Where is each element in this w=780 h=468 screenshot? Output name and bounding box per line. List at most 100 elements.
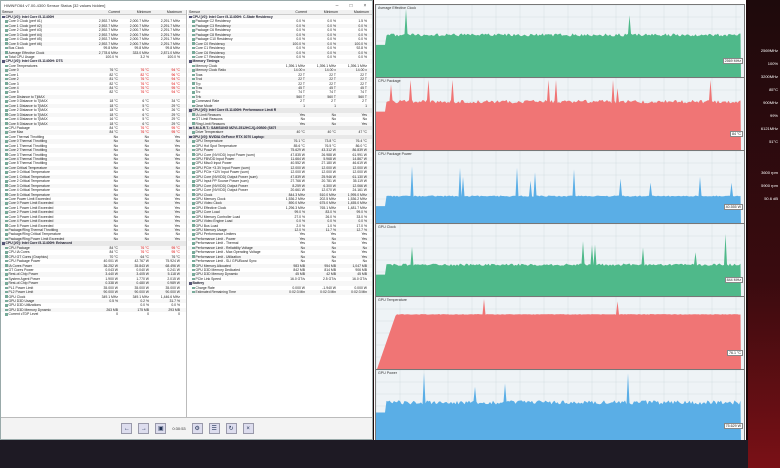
- sensor-row[interactable]: Memory Clock Ratio 14.00 x 14.00 x 14.00 x: [188, 68, 372, 73]
- sensor-row[interactable]: Core 5 Power Limit Exceeded No No Yes: [1, 224, 186, 228]
- sensor-row[interactable]: Core 0 Critical Temperature No No No: [1, 170, 186, 174]
- sensor-row[interactable]: Core 2 Critical Temperature No No No: [1, 179, 186, 183]
- sensor-row[interactable]: GPU Memory Controller Load 27.0 % 26.0 % 33…: [188, 215, 372, 219]
- sensor-row[interactable]: Bus Clock 99.8 MHz 99.8 MHz 99.8 MHz: [1, 46, 186, 50]
- sensor-row[interactable]: Tras 45 T 45 T 45 T: [188, 86, 372, 91]
- sensor-row[interactable]: Core 0 Distance to TjMAX 18 °C 6 °C 34 °C: [1, 99, 186, 103]
- sensor-group-row[interactable]: CPU [#0]: Intel Core i5-11400H: Enhanced: [1, 241, 186, 246]
- sensor-group-row[interactable]: GPU [#0]: NVIDIA GeForce RTX 3070 Laptop…: [188, 134, 372, 140]
- sensor-row[interactable]: PL2 Power Limit 90.000 W 90.000 W 90.000 W: [1, 290, 186, 295]
- sensor-group-row[interactable]: Memory Timings: [188, 59, 372, 64]
- sensor-row[interactable]: Ring Limit Reasons Yes No Yes: [188, 121, 372, 126]
- sensor-group-row[interactable]: S.M.A.R.T.: SAMSUNG MZVL2512HCJQ-00B00 (…: [188, 125, 372, 131]
- sensor-row[interactable]: Performance Limit - Max Operating Voltag…: [188, 250, 372, 254]
- back-button[interactable]: ←: [121, 423, 133, 434]
- sensor-row[interactable]: GPU D3D Usage 0.5 % 0.2 % 31.7 %: [1, 299, 186, 304]
- sensor-row[interactable]: Core Max 84 °C 76 °C 95 °C: [1, 130, 186, 135]
- sensor-row[interactable]: Core Temperatures: [1, 64, 186, 68]
- sensor-group-row[interactable]: Battery: [188, 281, 372, 286]
- sensor-row[interactable]: CPU Package 84 °C 76 °C 95 °C: [1, 126, 186, 130]
- sensor-row[interactable]: Performance Limit - Power Yes No Yes: [188, 236, 372, 242]
- header-maximum[interactable]: Maximum: [353, 10, 369, 14]
- sensor-row[interactable]: Core 5 Critical Temperature No No No: [1, 192, 186, 197]
- sensor-row[interactable]: Core 3 Distance to TjMAX 18 °C 6 °C 29 °C: [1, 112, 186, 118]
- sensor-row[interactable]: Core 4 84 °C 76 °C 95 °C: [1, 86, 186, 91]
- header-sensor[interactable]: Sensor: [189, 10, 201, 14]
- sensor-row[interactable]: Core 5 Clock (perf #6) 2,592.7 MHz 2,000.7…: [1, 41, 186, 47]
- sensor-row[interactable]: GT Limit Reasons No No No: [188, 117, 372, 121]
- sensor-row[interactable]: Package C6 Residency 0.0 % 0.0 % 0.0 %: [188, 28, 372, 32]
- sensor-row[interactable]: GPU Core (NVVDD) Input Power (sum) 47.835…: [188, 153, 372, 157]
- sensor-row[interactable]: Trfc 560 T 560 T 560 T: [188, 94, 372, 100]
- sensor-row[interactable]: Core Critical Temperature No No No: [1, 165, 186, 171]
- sensor-row[interactable]: Core 4 Clock (perf #5) 2,592.7 MHz 2,000.7…: [1, 37, 186, 41]
- sensor-row[interactable]: Core 3 Clock (perf #4) 2,592.7 MHz 2,000.7…: [1, 32, 186, 38]
- sensor-row[interactable]: Performance Limit - Thermal Yes No Yes: [188, 241, 372, 245]
- sensor-row[interactable]: Trc 74 T 74 T 74 T: [188, 90, 372, 94]
- sensor-row[interactable]: System Agent Power 1.900 W 1.770 W 2.015 W: [1, 277, 186, 281]
- graph-gpu-power[interactable]: GPU Power 75.629 W: [375, 369, 745, 444]
- sensor-group-row[interactable]: CPU [#0]: Intel Core i5-11400H: Performa…: [188, 108, 372, 113]
- sensor-row[interactable]: Rest-of-Chip Power 0.338 W 0.480 W 0.989 W: [1, 281, 186, 286]
- sensor-row[interactable]: Gear Mode 1 1 1: [188, 103, 372, 109]
- sensor-row[interactable]: GPU Clock 349.1 MHz 349.1 MHz 1,446.6 MHz: [1, 295, 186, 299]
- sensor-row[interactable]: Total CPU Usage 100.0 % 3.2 % 100.0 %: [1, 55, 186, 59]
- sensor-group-row[interactable]: CPU [#0]: Intel Core i5-11400H: DTS: [1, 59, 186, 64]
- minimize-icon[interactable]: –: [335, 2, 339, 9]
- sensor-row[interactable]: Core 4 Critical Temperature No No No: [1, 188, 186, 192]
- sensor-row[interactable]: Package/Ring Critical Temperature No No No: [1, 232, 186, 236]
- sensor-row[interactable]: GPU Memory Usage 12.0 % 11.7 % 12.7 %: [188, 228, 372, 233]
- sensor-group-row[interactable]: CPU [#0]: Intel Core i5-11400H: C-State …: [188, 15, 372, 20]
- sensor-row[interactable]: Core 2 Clock (perf #3) 2,592.7 MHz 2,000.7…: [1, 28, 186, 32]
- sensor-row[interactable]: Performance Limit - SLI GPUBoost Sync No N…: [188, 259, 372, 263]
- settings-button[interactable]: ⚙: [191, 423, 203, 434]
- sensor-row[interactable]: PL1 Power Limit 35.000 W 35.000 W 35.000 W: [1, 286, 186, 290]
- sensor-row[interactable]: Core 5 Thermal Throttling No No No: [1, 161, 186, 165]
- sensor-row[interactable]: GPU Core (NVVDD) Output Power 20.661 W 12.…: [188, 188, 372, 192]
- graph-cpu-package-power[interactable]: CPU Package Power 40.555 W: [375, 150, 745, 225]
- sensor-group-row[interactable]: CPU [#0]: Intel Core i5-11400H: [1, 15, 186, 20]
- sensor-row[interactable]: Core 3 82 °C 76 °C 94 °C: [1, 82, 186, 86]
- sensor-row[interactable]: Core 2 81 °C 76 °C 94 °C: [1, 77, 186, 82]
- header-current[interactable]: Current: [295, 10, 307, 14]
- sensor-row[interactable]: CPU Package Power 40.001 W 42.767 W 75.924 …: [1, 259, 186, 263]
- sensor-row[interactable]: Package C3 Residency 0.0 % 0.0 % 0.0 %: [188, 23, 372, 29]
- sensor-row[interactable]: Core C7 Residency 0.0 % 0.0 % 0.0 %: [188, 55, 372, 59]
- sensor-row[interactable]: Performance Limit - Reliability Voltage N…: [188, 245, 372, 251]
- sensor-row[interactable]: Core 0 Clock (perf #1) 2,592.7 MHz 2,000.7…: [1, 19, 186, 23]
- sensor-row[interactable]: GPU D3D Memory Dynamic 45 MB 42 MB 45 MB: [188, 272, 372, 277]
- sensor-row[interactable]: GPU Power 75.629 W 43.312 W 86.839 W: [188, 148, 372, 153]
- sensor-row[interactable]: Performance Limit - Utilization No No Yes: [188, 254, 372, 260]
- sensor-row[interactable]: Memory Clock 1,396.1 MHz 1,396.1 MHz 1,396.…: [188, 64, 372, 68]
- sensor-row[interactable]: Core 1 Critical Temperature No No No: [1, 174, 186, 180]
- sensor-row[interactable]: GPU Performance Limiters Yes Yes Yes: [188, 232, 372, 236]
- sensor-row[interactable]: GPU D3D Memory Dynamic 263 MB 175 MB 293 MB: [1, 307, 186, 313]
- maximize-icon[interactable]: □: [349, 2, 353, 9]
- sensor-row[interactable]: Drive Temperature 40 °C 40 °C 47 °C: [188, 130, 372, 135]
- network-icon[interactable]: ▣: [155, 423, 167, 434]
- sensor-row[interactable]: GPU Temperature 76.1 °C 73.8 °C 76.4 °C: [188, 139, 372, 144]
- sensor-row[interactable]: Core Distance to TjMAX: [1, 94, 186, 100]
- graph-gpu-clock[interactable]: GPU Clock 844 MHz: [375, 223, 745, 298]
- sensor-row[interactable]: Core 2 Thermal Throttling No No No: [1, 148, 186, 153]
- sensor-row[interactable]: Core 4 Power Limit Exceeded No No Yes: [1, 219, 186, 224]
- sensor-row[interactable]: Trcd 22 T 22 T 22 T: [188, 77, 372, 82]
- sensor-row[interactable]: Core 2 Distance to TjMAX 18 °C 6 °C 26 °C: [1, 108, 186, 112]
- sensor-row[interactable]: Core 2 Power Limit Exceeded No No Yes: [1, 210, 186, 215]
- sensor-row[interactable]: GPU D3D Memory Dedicated 842 MB 814 MB 906 …: [188, 268, 372, 272]
- sensor-row[interactable]: GPU Core (NVVDD) Output Power 8.259 W 6.30…: [188, 183, 372, 189]
- sensor-row[interactable]: Core Power Limit Exceeded No No Yes: [1, 197, 186, 201]
- log-button[interactable]: ☰: [208, 423, 220, 434]
- sensor-row[interactable]: GPU FBVDD Input Power 11.664 W 5.968 W 14.8…: [188, 157, 372, 162]
- sensor-row[interactable]: Rest-of-Chip Power 3.440 W 3.405 W 5.118 W: [1, 272, 186, 277]
- sensor-row[interactable]: Core 5 Distance to TjMAX 18 °C 6 °C 29 °C: [1, 121, 186, 126]
- close-button[interactable]: ×: [242, 423, 254, 434]
- reset-button[interactable]: ↻: [225, 423, 237, 434]
- sensor-row[interactable]: IA Cores Power 36.252 W 35.843 W 68.496 W: [1, 263, 186, 268]
- sensor-row[interactable]: Core 0 76 °C 76 °C 94 °C: [1, 68, 186, 73]
- sensor-row[interactable]: CPU IA Cores 84 °C 76 °C 95 °C: [1, 250, 186, 254]
- sensor-row[interactable]: Package/Ring Power Limit Exceeded No No Yes: [1, 236, 186, 242]
- sensor-row[interactable]: GPU Video Clock 890.0 MHz 675.0 MHz 1,455.0…: [188, 201, 372, 206]
- sensor-row[interactable]: CPU GT Cores (Graphics) 70 °C 64 °C 76 °C: [1, 254, 186, 260]
- header-minimum[interactable]: Minimum: [323, 10, 338, 14]
